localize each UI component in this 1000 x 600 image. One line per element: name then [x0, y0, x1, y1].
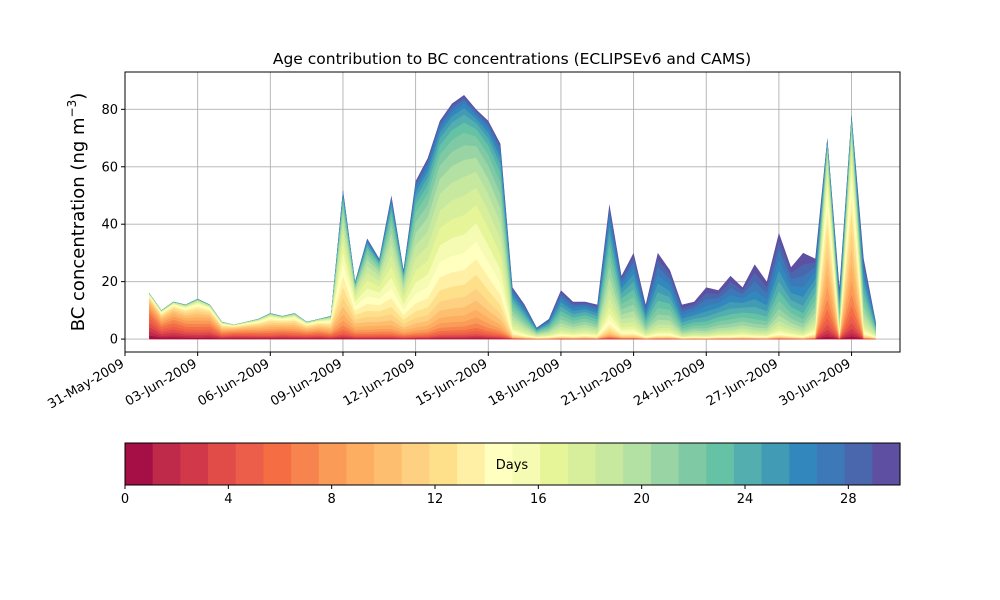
colorbar-tick-label: 20 [633, 492, 650, 507]
x-tick-label: 27-Jun-2009 [704, 356, 781, 409]
colorbar-tick-label: 8 [328, 492, 336, 507]
y-tick-label: 40 [101, 218, 118, 233]
plot-frame [124, 71, 901, 353]
x-tick-label: 21-Jun-2009 [559, 356, 636, 409]
colorbar-swatch [429, 443, 458, 485]
x-tick-label: 03-Jun-2009 [123, 356, 200, 409]
y-tick-label: 60 [101, 160, 118, 175]
colorbar-swatch [678, 443, 707, 485]
colorbar-swatch [401, 443, 431, 485]
y-tick-label: 80 [101, 103, 118, 118]
y-axis-label-main: BC concentration (ng m [68, 117, 89, 331]
colorbar-swatch [540, 443, 569, 485]
y-axis-label-superscript: −3 [65, 100, 79, 118]
x-tick-label: 12-Jun-2009 [341, 356, 418, 409]
colorbar-frame [124, 442, 901, 486]
colorbar-swatch [346, 443, 375, 485]
colorbar-label: Days [496, 458, 529, 473]
y-axis-ticks: 0 20 40 60 80 [101, 103, 125, 348]
age-band-2 [149, 327, 876, 340]
y-axis-label: BC concentration (ng m−3) [65, 93, 89, 332]
colorbar [125, 443, 901, 485]
age-band-1 [149, 331, 876, 340]
colorbar-swatch [733, 443, 763, 485]
y-tick-label: 20 [101, 275, 118, 290]
colorbar-swatch [374, 443, 403, 485]
colorbar-swatch [125, 443, 154, 485]
colorbar-swatch [761, 443, 790, 485]
x-tick-label: 31-May-2009 [45, 356, 127, 412]
x-axis-ticks: 31-May-200903-Jun-200906-Jun-200909-Jun-… [45, 352, 854, 412]
x-tick-label: 09-Jun-2009 [268, 356, 345, 409]
stacked-areas [149, 94, 876, 340]
x-tick-label: 24-Jun-2009 [631, 356, 708, 409]
age-band-10 [149, 230, 876, 340]
x-tick-label: 15-Jun-2009 [413, 356, 490, 409]
colorbar-tick-label: 16 [530, 492, 547, 507]
colorbar-swatch [235, 443, 264, 485]
x-tick-label: 18-Jun-2009 [486, 356, 563, 409]
x-tick-label: 06-Jun-2009 [195, 356, 272, 409]
chart-title: Age contribution to BC concentrations (E… [273, 50, 751, 68]
colorbar-tick-label: 0 [121, 492, 129, 507]
colorbar-swatch [650, 443, 680, 485]
colorbar-swatch [318, 443, 348, 485]
colorbar-swatch [789, 443, 818, 485]
colorbar-swatch [844, 443, 873, 485]
colorbar-swatch [623, 443, 652, 485]
colorbar-swatch [706, 443, 735, 485]
colorbar-swatch [180, 443, 209, 485]
colorbar-swatch [567, 443, 597, 485]
colorbar-swatch [457, 443, 486, 485]
y-axis-label-close: ) [68, 93, 89, 100]
colorbar-swatch [512, 443, 541, 485]
age-band-11 [149, 212, 876, 340]
colorbar-swatch [484, 443, 514, 485]
colorbar-swatch [816, 443, 846, 485]
colorbar-swatch [152, 443, 181, 485]
colorbar-swatch [208, 443, 237, 485]
colorbar-ticks: 0 4 8 12 16 20 24 28 [121, 485, 857, 507]
colorbar-tick-label: 12 [427, 492, 444, 507]
colorbar-tick-label: 28 [840, 492, 857, 507]
colorbar-swatch [595, 443, 624, 485]
age-band-21 [149, 121, 876, 340]
age-band-0 [149, 335, 876, 340]
x-tick-label: 30-Jun-2009 [777, 356, 854, 409]
colorbar-swatch [872, 443, 901, 485]
y-tick-label: 0 [110, 333, 118, 348]
colorbar-tick-label: 24 [737, 492, 754, 507]
colorbar-tick-label: 4 [224, 492, 232, 507]
colorbar-swatch [291, 443, 320, 485]
colorbar-swatch [263, 443, 292, 485]
